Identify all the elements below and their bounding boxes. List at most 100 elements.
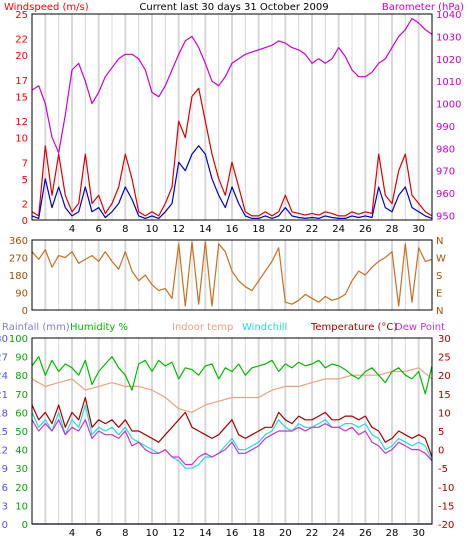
temperature-tick: 25 — [438, 353, 451, 364]
windspeed-tick: 22 — [15, 35, 28, 46]
temperature-tick: 0 — [438, 446, 444, 457]
windspeed-tick: 20 — [15, 51, 28, 62]
temperature-line — [31, 396, 433, 458]
direction-line — [31, 241, 433, 307]
x-tick-label: 22 — [306, 528, 319, 539]
rainfall-tick-labels: 0 3 6 9 12 15 18 21 24 27 30 — [0, 334, 8, 531]
temperature-tick: 15 — [438, 390, 451, 401]
windspeed-line — [31, 145, 433, 219]
barometer-tick: 960 — [436, 189, 455, 200]
humidity-tick: 90 — [15, 353, 28, 364]
barometer-tick: 980 — [436, 144, 455, 155]
rainfall-tick: 30 — [0, 334, 8, 345]
x-tick-label: 14 — [199, 224, 212, 235]
x-tick-label: 30 — [412, 224, 425, 235]
windspeed-tick: 0 — [22, 216, 28, 227]
humidity-tick: 80 — [15, 371, 28, 382]
x-tick-label: 24 — [332, 224, 345, 235]
rainfall-tick: 27 — [0, 353, 8, 364]
direction-degree-tick: 0 — [22, 306, 28, 317]
rainfall-tick: 15 — [0, 427, 8, 438]
barometer-tick: 1020 — [436, 55, 461, 66]
rainfall-tick: 12 — [0, 446, 8, 457]
direction-series — [31, 241, 433, 307]
direction-plot-frame — [31, 239, 433, 311]
gust-line — [31, 87, 433, 217]
direction-compass-tick: N — [436, 306, 443, 317]
direction-compass-tick: N — [436, 236, 443, 247]
wind-baro-plot-frame — [31, 13, 433, 221]
temperature-label: Temperature (°C) — [310, 322, 397, 333]
x-tick-label: 10 — [146, 528, 159, 539]
x-tick-label: 26 — [359, 224, 372, 235]
humidity-tick: 0 — [22, 520, 28, 531]
x-tick-label: 20 — [279, 224, 292, 235]
direction-degree-tick: 270 — [9, 254, 28, 265]
humidity-tick: 40 — [15, 446, 28, 457]
direction-day-grid — [44, 240, 420, 310]
x-tick-label: 30 — [412, 528, 425, 539]
windspeed-tick: 7 — [22, 158, 28, 169]
barometer-tick: 1030 — [436, 32, 461, 43]
climate-plot-frame — [31, 337, 433, 525]
x-tick-label: 8 — [122, 528, 128, 539]
humidity-tick: 10 — [15, 501, 28, 512]
temperature-tick: 10 — [438, 408, 451, 419]
barometer-tick: 1000 — [436, 100, 461, 111]
dewpoint-label: Dew Point — [395, 322, 445, 333]
temperature-tick: 5 — [438, 427, 444, 438]
x-tick-label: 16 — [226, 224, 239, 235]
barometer-tick: 970 — [436, 167, 455, 178]
windspeed-axis-label: Windspeed (m/s) — [4, 2, 89, 13]
temperature-tick: -15 — [438, 501, 454, 512]
direction-compass-tick: S — [436, 271, 442, 282]
humidity-line — [31, 356, 433, 395]
rainfall-tick: 18 — [0, 408, 8, 419]
windspeed-tick: 15 — [15, 92, 28, 103]
climate-panel: Rainfall (mm) Humidity % Indoor temp Win… — [0, 322, 454, 539]
windspeed-tick: 25 — [15, 10, 28, 21]
direction-degree-tick: 90 — [15, 289, 28, 300]
windspeed-tick: 5 — [22, 175, 28, 186]
rainfall-tick: 9 — [2, 464, 8, 475]
indoor-temp-line — [31, 367, 433, 413]
x-tick-label: 24 — [332, 528, 345, 539]
x-tick-label: 4 — [69, 224, 75, 235]
humidity-tick: 60 — [15, 408, 28, 419]
direction-degree-tick: 360 — [9, 236, 28, 247]
windchill-line — [31, 404, 433, 469]
x-tick-label: 6 — [95, 224, 101, 235]
temperature-tick: 20 — [438, 371, 451, 382]
x-tick-label: 16 — [226, 528, 239, 539]
direction-degree-tick-labels: 0 90 180 270 360 — [9, 236, 28, 317]
wind-baro-panel: Windspeed (m/s) Current last 30 days 31 … — [4, 2, 464, 235]
humidity-tick: 100 — [9, 334, 28, 345]
x-tick-label: 10 — [146, 224, 159, 235]
wind-baro-series — [31, 17, 433, 219]
wind-baro-day-grid — [44, 14, 420, 220]
humidity-label: Humidity % — [70, 322, 128, 333]
barometer-axis-label: Barometer (hPa) — [382, 2, 464, 13]
barometer-tick: 1010 — [436, 77, 461, 88]
direction-compass-tick: E — [436, 289, 442, 300]
humidity-tick: 50 — [15, 427, 28, 438]
barometer-tick: 990 — [436, 122, 455, 133]
direction-compass-tick: W — [436, 254, 446, 265]
barometer-tick: 950 — [436, 212, 455, 223]
wind-baro-x-tick-labels: 4 6 8 10 12 14 16 18 20 22 24 26 28 30 — [69, 224, 425, 235]
barometer-tick-labels: 950 960 970 980 990 1000 1010 1020 1030 1040 — [436, 10, 461, 223]
humidity-tick: 70 — [15, 390, 28, 401]
windspeed-tick: 2 — [22, 200, 28, 211]
temperature-tick: -5 — [438, 464, 448, 475]
direction-degree-tick: 180 — [9, 271, 28, 282]
rainfall-tick: 6 — [2, 483, 8, 494]
indoor-temp-label: Indoor temp — [172, 322, 233, 333]
temperature-tick: -20 — [438, 520, 454, 531]
x-tick-label: 8 — [122, 224, 128, 235]
x-tick-label: 28 — [386, 224, 399, 235]
x-tick-label: 6 — [95, 528, 101, 539]
